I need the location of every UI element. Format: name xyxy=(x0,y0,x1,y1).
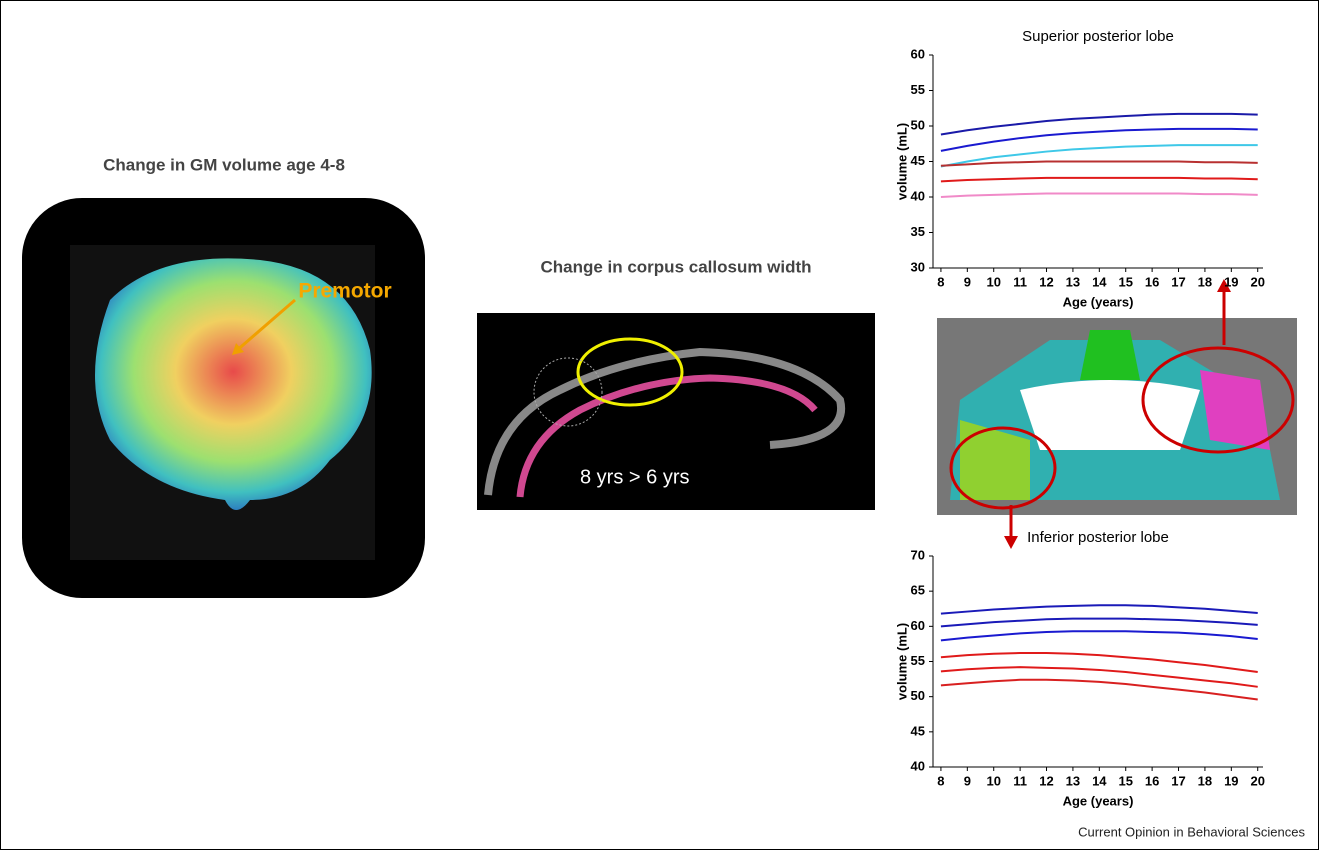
y-tick-label: 40 xyxy=(911,188,925,203)
mri-region xyxy=(1080,330,1140,380)
panel-title: Change in corpus callosum width xyxy=(540,257,811,276)
mri-region xyxy=(1200,370,1270,450)
x-tick-label: 12 xyxy=(1039,274,1053,289)
x-tick-label: 19 xyxy=(1224,773,1238,788)
panel-title: Change in GM volume age 4-8 xyxy=(103,155,345,174)
x-tick-label: 17 xyxy=(1171,274,1185,289)
x-tick-label: 8 xyxy=(937,274,944,289)
y-tick-label: 55 xyxy=(911,82,925,97)
y-tick-label: 40 xyxy=(911,758,925,773)
x-tick-label: 9 xyxy=(964,773,971,788)
x-tick-label: 14 xyxy=(1092,274,1107,289)
x-tick-label: 12 xyxy=(1039,773,1053,788)
x-tick-label: 19 xyxy=(1224,274,1238,289)
x-tick-label: 13 xyxy=(1066,773,1080,788)
y-tick-label: 65 xyxy=(911,583,925,598)
chart-title: Superior posterior lobe xyxy=(1022,28,1174,45)
x-tick-label: 9 xyxy=(964,274,971,289)
x-tick-label: 10 xyxy=(986,773,1000,788)
x-tick-label: 17 xyxy=(1171,773,1185,788)
x-tick-label: 16 xyxy=(1145,274,1159,289)
figure: Change in GM volume age 4-8 Premotor Cha… xyxy=(0,0,1319,850)
y-tick-label: 50 xyxy=(911,117,925,132)
x-tick-label: 20 xyxy=(1250,773,1264,788)
x-tick-label: 18 xyxy=(1198,773,1212,788)
mri-region xyxy=(1020,380,1200,450)
x-tick-label: 15 xyxy=(1118,773,1132,788)
x-tick-label: 16 xyxy=(1145,773,1159,788)
y-tick-label: 60 xyxy=(911,618,925,633)
y-tick-label: 55 xyxy=(911,653,925,668)
y-tick-label: 45 xyxy=(911,723,925,738)
y-axis-label: volume (mL) xyxy=(894,123,909,200)
credit: Current Opinion in Behavioral Sciences xyxy=(1078,824,1305,839)
annotation: Premotor xyxy=(298,280,391,303)
y-tick-label: 60 xyxy=(911,46,925,61)
page: {"panels": {"gm_title": "Change in GM vo… xyxy=(0,0,1319,855)
chart-title: Inferior posterior lobe xyxy=(1027,529,1169,546)
y-tick-label: 45 xyxy=(911,153,925,168)
x-tick-label: 11 xyxy=(1013,274,1027,289)
x-tick-label: 11 xyxy=(1013,773,1027,788)
x-tick-label: 20 xyxy=(1250,274,1264,289)
x-tick-label: 8 xyxy=(937,773,944,788)
y-axis-label: volume (mL) xyxy=(894,623,909,700)
y-tick-label: 30 xyxy=(911,259,925,274)
x-tick-label: 10 xyxy=(986,274,1000,289)
x-tick-label: 18 xyxy=(1198,274,1212,289)
x-tick-label: 14 xyxy=(1092,773,1107,788)
x-axis-label: Age (years) xyxy=(1063,294,1134,309)
y-tick-label: 50 xyxy=(911,688,925,703)
x-tick-label: 13 xyxy=(1066,274,1080,289)
y-tick-label: 35 xyxy=(911,224,925,239)
x-tick-label: 15 xyxy=(1118,274,1132,289)
cc-label: 8 yrs > 6 yrs xyxy=(580,466,689,488)
x-axis-label: Age (years) xyxy=(1063,793,1134,808)
y-tick-label: 70 xyxy=(911,547,925,562)
